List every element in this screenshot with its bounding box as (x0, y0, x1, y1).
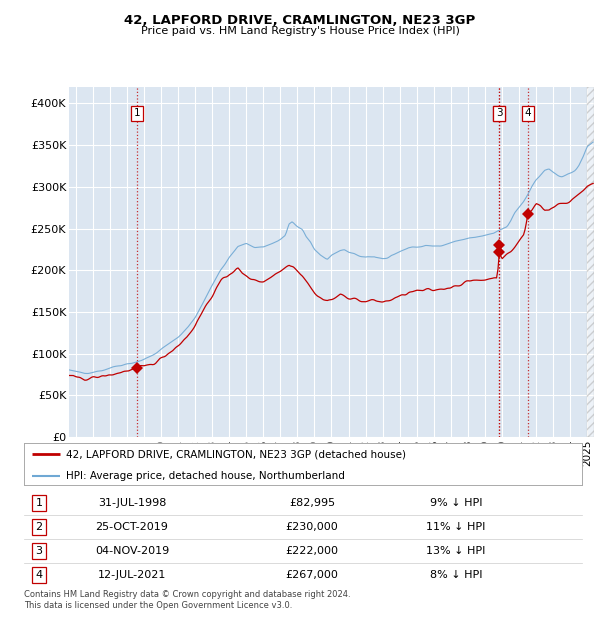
Text: £267,000: £267,000 (286, 570, 338, 580)
Text: 1: 1 (35, 498, 43, 508)
Text: 13% ↓ HPI: 13% ↓ HPI (427, 546, 485, 556)
Text: 04-NOV-2019: 04-NOV-2019 (95, 546, 169, 556)
Text: 25-OCT-2019: 25-OCT-2019 (95, 522, 169, 532)
Text: 11% ↓ HPI: 11% ↓ HPI (427, 522, 485, 532)
Text: 12-JUL-2021: 12-JUL-2021 (98, 570, 166, 580)
Text: 42, LAPFORD DRIVE, CRAMLINGTON, NE23 3GP: 42, LAPFORD DRIVE, CRAMLINGTON, NE23 3GP (124, 14, 476, 27)
Text: HPI: Average price, detached house, Northumberland: HPI: Average price, detached house, Nort… (66, 471, 345, 480)
Polygon shape (587, 87, 594, 437)
Text: 3: 3 (35, 546, 43, 556)
Text: 2: 2 (496, 108, 502, 118)
Text: 3: 3 (496, 108, 503, 118)
Text: 9% ↓ HPI: 9% ↓ HPI (430, 498, 482, 508)
Text: £82,995: £82,995 (289, 498, 335, 508)
Text: 2: 2 (35, 522, 43, 532)
Text: 31-JUL-1998: 31-JUL-1998 (98, 498, 166, 508)
Text: £222,000: £222,000 (286, 546, 338, 556)
Text: £230,000: £230,000 (286, 522, 338, 532)
Text: Price paid vs. HM Land Registry's House Price Index (HPI): Price paid vs. HM Land Registry's House … (140, 26, 460, 36)
Text: 42, LAPFORD DRIVE, CRAMLINGTON, NE23 3GP (detached house): 42, LAPFORD DRIVE, CRAMLINGTON, NE23 3GP… (66, 450, 406, 459)
Text: Contains HM Land Registry data © Crown copyright and database right 2024.
This d: Contains HM Land Registry data © Crown c… (24, 590, 350, 609)
Text: 4: 4 (525, 108, 532, 118)
Text: 4: 4 (35, 570, 43, 580)
Text: 8% ↓ HPI: 8% ↓ HPI (430, 570, 482, 580)
Text: 1: 1 (134, 108, 140, 118)
